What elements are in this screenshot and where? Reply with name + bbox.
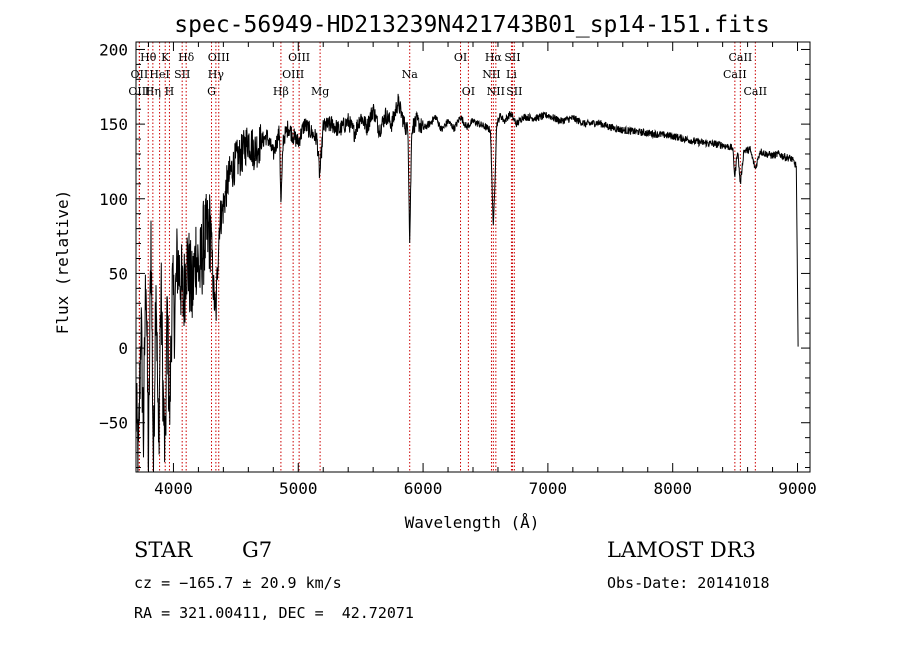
line-label: CaII (729, 51, 753, 64)
x-tick-label: 4000 (154, 479, 193, 498)
line-label: CaII (743, 85, 767, 98)
line-label: Hδ (178, 51, 195, 64)
line-label: Hβ (273, 85, 289, 98)
plot-frame (135, 41, 811, 473)
spectrum-line (135, 93, 799, 473)
y-axis-label: Flux (relative) (53, 190, 72, 335)
y-tick-label: 100 (99, 190, 128, 209)
line-label: SII (506, 85, 522, 98)
spectral-line-markers (138, 42, 756, 472)
y-tick-label: 150 (99, 115, 128, 134)
survey-name: LAMOST DR3 (607, 538, 756, 562)
spectrum-series (135, 93, 799, 473)
redshift-velocity: cz = −165.7 ± 20.9 km/s (134, 574, 342, 592)
line-label: OIII (208, 51, 230, 64)
line-label: OIII (128, 85, 150, 98)
x-tick-label: 5000 (279, 479, 318, 498)
line-label: SII (174, 68, 190, 81)
y-tick-label: 50 (109, 264, 128, 283)
x-tick-label: 9000 (778, 479, 817, 498)
line-label: OIII (288, 51, 310, 64)
line-label: Hθ (140, 51, 157, 64)
line-label: OI (462, 85, 475, 98)
axis-ticks: 4000 5000 6000 7000 8000 9000 −50 0 50 100 150 200 (99, 40, 817, 498)
line-label: K (161, 51, 170, 64)
line-label: CaII (723, 68, 747, 81)
y-tick-label: −50 (99, 414, 128, 433)
x-tick-label: 6000 (404, 479, 443, 498)
spectral-line-labels: Hθ OII OIII K HeI Hη Hδ SII H OIII Hγ G OIII OIII Hβ Mg… (128, 51, 767, 98)
line-label: OII (131, 68, 149, 81)
line-label: NII (487, 85, 505, 98)
y-tick-label: 0 (118, 339, 128, 358)
line-label: Na (402, 68, 419, 81)
line-label: G (207, 85, 216, 98)
line-label: Li (506, 68, 517, 81)
line-label: Hα (485, 51, 503, 64)
line-label: OIII (282, 68, 304, 81)
observation-date: Obs-Date: 20141018 (607, 574, 770, 592)
x-tick-label: 7000 (529, 479, 568, 498)
line-label: Hη (145, 85, 161, 98)
spectral-subclass: G7 (242, 538, 273, 562)
y-tick-label: 200 (99, 40, 128, 59)
line-label: Mg (311, 85, 329, 98)
line-label: SII (504, 51, 520, 64)
coordinates: RA = 321.00411, DEC = 42.72071 (134, 604, 414, 622)
line-label: NII (482, 68, 500, 81)
line-label: Hγ (208, 68, 225, 81)
chart-title: spec-56949-HD213239N421743B01_sp14-151.f… (174, 12, 769, 38)
object-class: STAR (134, 538, 193, 562)
line-label: OI (454, 51, 467, 64)
line-label: HeI (149, 68, 169, 81)
x-tick-label: 8000 (653, 479, 692, 498)
x-axis-label: Wavelength (Å) (405, 513, 540, 532)
line-label: H (165, 85, 175, 98)
